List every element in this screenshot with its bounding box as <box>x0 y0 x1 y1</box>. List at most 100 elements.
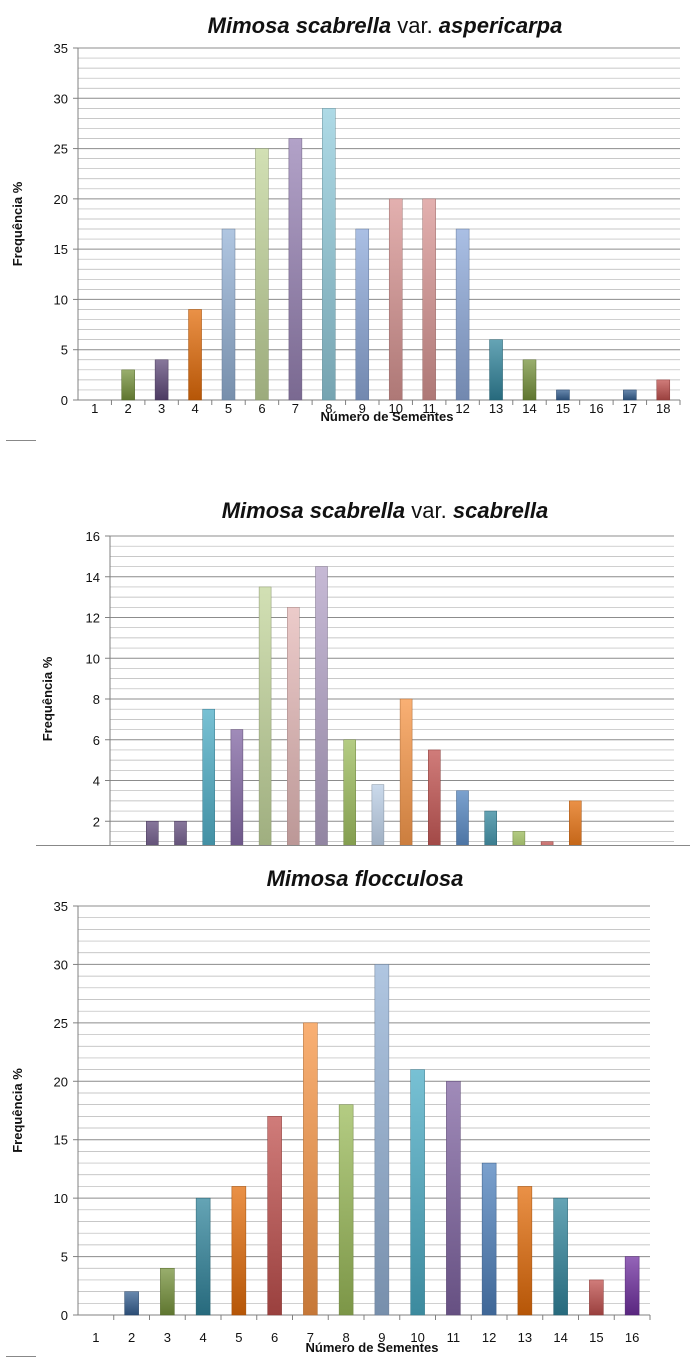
y-tick-label: 25 <box>54 142 68 157</box>
bar-14 <box>484 810 497 846</box>
bar-16 <box>540 841 554 846</box>
chart-scabrella: Mimosa scabrella var. scabrella024681012… <box>0 488 692 846</box>
x-tick-label: 15 <box>556 401 570 416</box>
y-tick-label: 4 <box>93 774 100 789</box>
bar-5 <box>230 729 244 846</box>
x-tick-label: 6 <box>258 401 265 416</box>
y-tick-label: 15 <box>54 1133 68 1148</box>
bar-10 <box>371 784 385 846</box>
y-tick-label: 14 <box>86 570 100 585</box>
x-tick-label: 8 <box>343 1330 350 1345</box>
x-tick-label: 16 <box>625 1330 639 1345</box>
x-tick-label: 1 <box>92 1330 99 1345</box>
x-tick-label: 14 <box>522 401 536 416</box>
separator-line <box>6 1356 36 1357</box>
x-tick-label: 11 <box>422 401 436 416</box>
bar-3 <box>160 1268 175 1316</box>
x-tick-label: 2 <box>125 401 132 416</box>
bar-10 <box>388 198 403 401</box>
x-axis-label: Número de Sementes <box>306 1340 439 1355</box>
y-tick-label: 35 <box>54 41 68 56</box>
y-tick-label: 20 <box>54 192 68 207</box>
y-tick-label: 0 <box>61 1308 68 1323</box>
bar-2 <box>146 821 159 846</box>
x-tick-label: 14 <box>553 1330 567 1345</box>
separator-line <box>36 845 690 846</box>
x-tick-label: 13 <box>518 1330 532 1345</box>
bar-11 <box>422 198 436 401</box>
x-tick-label: 3 <box>158 401 165 416</box>
bar-8 <box>338 1104 354 1316</box>
x-tick-label: 12 <box>482 1330 496 1345</box>
x-tick-label: 6 <box>271 1330 278 1345</box>
bar-3 <box>154 359 169 401</box>
x-tick-label: 2 <box>128 1330 135 1345</box>
bar-17 <box>569 800 582 846</box>
bar-12 <box>428 749 441 846</box>
y-tick-label: 16 <box>86 529 100 544</box>
y-tick-label: 10 <box>86 651 100 666</box>
y-tick-label: 5 <box>61 1250 68 1265</box>
y-tick-label: 12 <box>86 611 100 626</box>
x-tick-label: 10 <box>388 401 402 416</box>
y-axis-label: Frequência % <box>10 181 25 266</box>
bar-14 <box>522 359 537 401</box>
bar-15 <box>556 389 570 401</box>
x-tick-label: 9 <box>378 1330 385 1345</box>
bar-10 <box>410 1069 425 1316</box>
x-tick-label: 11 <box>447 1330 461 1345</box>
chart-scabrella-svg: Mimosa scabrella var. scabrella024681012… <box>40 498 674 846</box>
x-tick-label: 18 <box>656 401 670 416</box>
y-tick-label: 6 <box>93 733 100 748</box>
bar-11 <box>446 1081 461 1316</box>
y-tick-label: 15 <box>54 242 68 257</box>
x-tick-label: 7 <box>292 401 299 416</box>
x-tick-label: 12 <box>455 401 469 416</box>
y-tick-label: 10 <box>54 292 68 307</box>
bar-11 <box>399 698 413 846</box>
y-tick-label: 30 <box>54 957 68 972</box>
x-tick-label: 7 <box>307 1330 314 1345</box>
y-tick-label: 0 <box>61 393 68 408</box>
x-tick-label: 17 <box>623 401 637 416</box>
gridlines <box>78 47 680 401</box>
bar-6 <box>267 1116 282 1316</box>
x-tick-label: 4 <box>191 401 198 416</box>
bar-9 <box>355 228 370 401</box>
gridlines <box>110 535 674 842</box>
bar-16 <box>624 1256 640 1316</box>
x-tick-label: 5 <box>225 401 232 416</box>
bar-13 <box>489 339 503 401</box>
x-tick-label: 15 <box>589 1330 603 1345</box>
bar-18 <box>656 379 671 401</box>
bar-12 <box>481 1162 497 1316</box>
bar-15 <box>512 831 526 846</box>
chart-flocculosa: Mimosa flocculosa 0 5 10 15 20 25 30 35 1 2 3 4 5 6 7 8 9… <box>0 858 692 1358</box>
x-tick-label: 8 <box>325 401 332 416</box>
y-tick-label: 2 <box>93 814 100 829</box>
y-tick-label: 8 <box>93 692 100 707</box>
x-tick-label: 1 <box>91 401 98 416</box>
y-tick-label: 10 <box>54 1191 68 1206</box>
bar-12 <box>455 228 470 401</box>
bar-8 <box>315 566 328 846</box>
y-tick-label: 25 <box>54 1016 68 1031</box>
bar-13 <box>517 1186 533 1316</box>
bar-15 <box>589 1279 604 1316</box>
chart-aspericarpa: Mimosa scabrella var. aspericarpa 0 5 10 15 2… <box>0 0 692 440</box>
separator-line <box>6 440 36 441</box>
chart-title: Mimosa flocculosa <box>267 866 464 891</box>
bar-17 <box>623 389 637 401</box>
bar-13 <box>456 790 469 846</box>
y-tick-label: 35 <box>54 899 68 914</box>
bar-8 <box>322 108 336 401</box>
x-tick-label: 9 <box>359 401 366 416</box>
x-tick-label: 13 <box>489 401 503 416</box>
bar-4 <box>202 708 215 846</box>
x-tick-label: 4 <box>200 1330 207 1345</box>
y-tick-label: 5 <box>61 343 68 358</box>
x-axis-label: Número de Sementes <box>321 409 454 424</box>
bar-14 <box>553 1197 568 1316</box>
x-tick-label: 10 <box>410 1330 424 1345</box>
